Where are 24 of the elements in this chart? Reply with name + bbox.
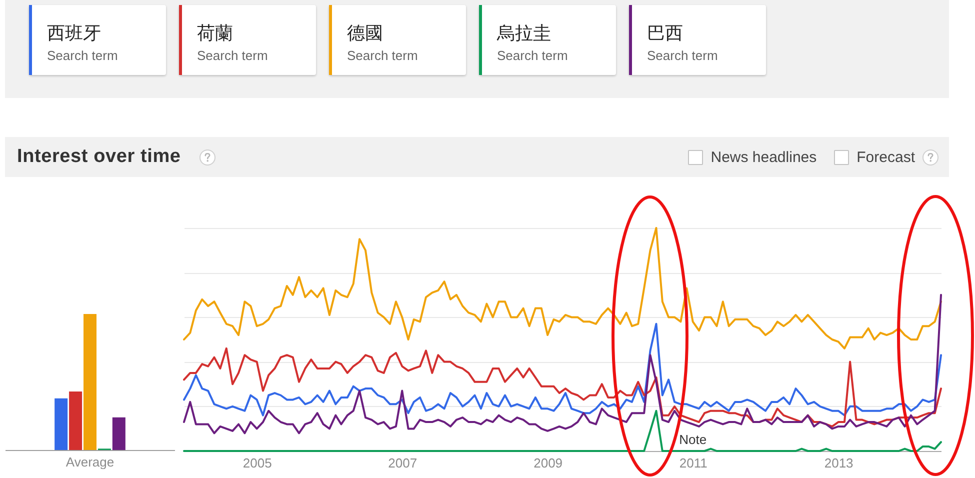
x-tick-label: 2011: [679, 456, 708, 470]
text: Search term: [347, 48, 418, 63]
text: Search term: [47, 48, 118, 63]
legend-label: 巴西: [647, 22, 683, 44]
x-tick-label: Average: [66, 454, 114, 470]
x-tick-label: 2009: [534, 456, 563, 470]
chart-title: Interest over time: [17, 146, 181, 168]
text: Forecast: [856, 148, 915, 166]
text: Search term: [647, 48, 718, 63]
bar: [69, 392, 82, 450]
text: Search term: [497, 48, 568, 63]
text: News headlines: [710, 148, 817, 166]
bar: [54, 398, 68, 450]
legend-label: 西班牙: [47, 22, 101, 44]
legend-label: 烏拉圭: [497, 22, 551, 44]
bar: [112, 417, 126, 450]
x-tick-label: 2013: [824, 456, 854, 470]
bar: [83, 314, 97, 450]
x-tick-label: 2005: [242, 456, 272, 470]
legend-label: 荷蘭: [197, 22, 233, 44]
text: Search term: [197, 48, 268, 63]
legend-label: 德國: [347, 22, 383, 44]
x-tick-label: 2007: [388, 456, 418, 470]
annotation: Note: [679, 432, 707, 447]
